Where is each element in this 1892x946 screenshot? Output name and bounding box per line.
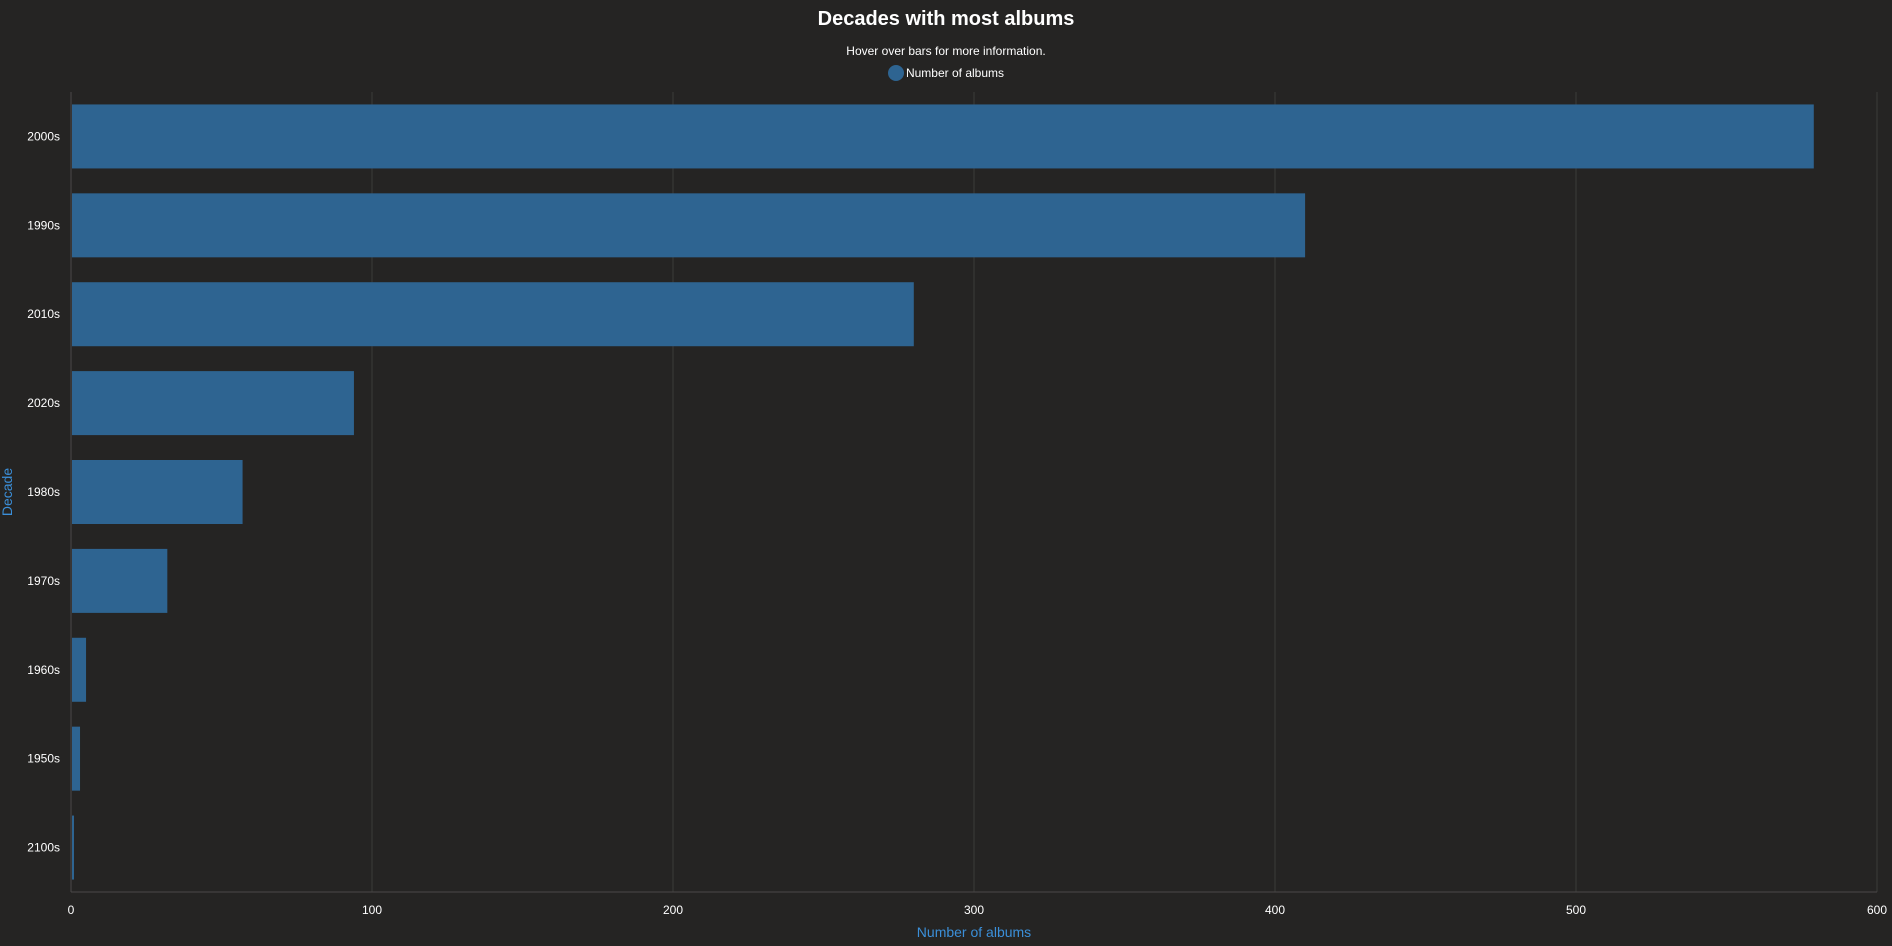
- y-tick-label: 1970s: [27, 574, 60, 588]
- y-tick-label: 2100s: [27, 841, 60, 855]
- x-tick-label: 300: [964, 903, 984, 917]
- axes: 0 100 200 300 400 500 600 2000s 1990s 2010s 2020s 1…: [27, 92, 1887, 917]
- bar-2010s[interactable]: [72, 282, 914, 347]
- bar-2020s[interactable]: [72, 371, 354, 436]
- bar-1970s[interactable]: [72, 548, 168, 613]
- y-tick-label: 2010s: [27, 307, 60, 321]
- y-tick-label: 2000s: [27, 129, 60, 143]
- x-tick-label: 600: [1867, 903, 1887, 917]
- legend-swatch: [887, 65, 904, 81]
- bar-2100s[interactable]: [72, 815, 75, 880]
- y-tick-label: 1990s: [27, 218, 60, 232]
- x-tick-label: 200: [663, 903, 683, 917]
- y-tick-label: 2020s: [27, 396, 60, 410]
- legend[interactable]: Number of albums: [0, 65, 1892, 81]
- chart-title: Decades with most albums: [817, 8, 1075, 30]
- x-tick-label: 400: [1265, 903, 1285, 917]
- bar-2000s[interactable]: [72, 104, 1814, 169]
- legend-label: Number of albums: [905, 66, 1005, 80]
- y-tick-label: 1950s: [27, 752, 60, 766]
- y-tick-label: 1980s: [27, 485, 60, 499]
- bars: [72, 104, 1814, 880]
- x-tick-label: 500: [1566, 903, 1586, 917]
- x-axis-title: Number of albums: [917, 924, 1031, 940]
- chart-subtitle: Hover over bars for more information.: [846, 44, 1046, 58]
- bar-1950s[interactable]: [72, 726, 81, 791]
- x-tick-label: 0: [68, 903, 75, 917]
- y-axis-title: Decade: [0, 468, 15, 516]
- bar-1990s[interactable]: [72, 193, 1306, 258]
- bar-1960s[interactable]: [72, 637, 87, 702]
- bar-1980s[interactable]: [72, 460, 243, 524]
- x-tick-label: 100: [362, 903, 382, 917]
- y-tick-label: 1960s: [27, 663, 60, 677]
